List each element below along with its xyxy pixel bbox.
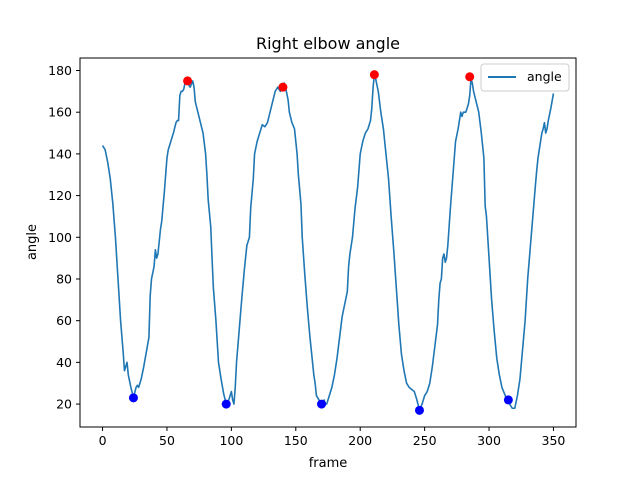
peak-point	[183, 76, 193, 86]
trough-point	[128, 393, 138, 403]
trough-point	[414, 405, 424, 415]
y-tick-label: 80	[56, 271, 72, 286]
plot-area	[101, 70, 555, 415]
y-tick-label: 140	[48, 146, 72, 161]
y-axis-label: angle	[25, 224, 40, 260]
x-tick-label: 150	[284, 433, 308, 448]
legend-label: angle	[527, 69, 562, 84]
y-tick-label: 60	[56, 313, 72, 328]
peak-point	[278, 82, 288, 92]
y-tick-label: 120	[48, 188, 72, 203]
legend: angle	[480, 63, 570, 92]
y-axis: 20 40 60 80 100 120 140 160 180	[48, 63, 80, 412]
x-tick-label: 0	[99, 433, 107, 448]
x-tick-label: 50	[159, 433, 175, 448]
x-tick-label: 100	[219, 433, 243, 448]
x-axis: 0 50 100 150 200 250 300 350	[99, 427, 566, 448]
chart-title: Right elbow angle	[256, 34, 400, 53]
plot-frame	[79, 57, 577, 428]
y-tick-label: 180	[48, 63, 72, 78]
trough-point	[317, 399, 327, 409]
x-tick-label: 350	[542, 433, 566, 448]
trough-point	[503, 395, 513, 405]
trough-point	[221, 399, 231, 409]
y-tick-label: 160	[48, 105, 72, 120]
x-axis-label: frame	[309, 456, 348, 471]
y-tick-label: 20	[56, 397, 72, 412]
peak-point	[369, 70, 379, 80]
y-tick-label: 40	[56, 355, 72, 370]
x-tick-label: 250	[413, 433, 437, 448]
peak-point	[465, 72, 475, 82]
x-tick-label: 200	[348, 433, 372, 448]
y-tick-label: 100	[48, 230, 72, 245]
x-tick-label: 300	[477, 433, 501, 448]
legend-box	[480, 63, 570, 92]
